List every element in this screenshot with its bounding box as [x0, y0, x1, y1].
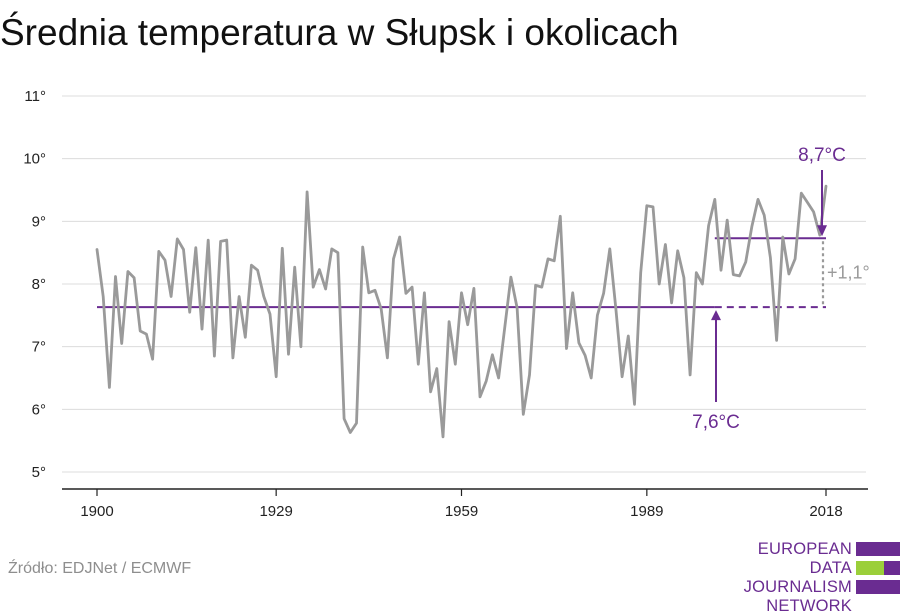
chart: 5° 6° 7° 8° 9° 10° 11° 1900 1929 1959 1989 2018 8,…: [23, 88, 870, 520]
logo-text: EUROPEAN DATA JOURNALISM NETWORK: [700, 540, 852, 616]
y-tick-label: 6°: [32, 401, 46, 418]
annotation-baseline-average: 7,6°C: [692, 412, 740, 433]
annotation-recent-average: 8,7°C: [798, 145, 846, 166]
series-layer: [95, 184, 828, 439]
arrow-recent-head: [817, 225, 827, 237]
x-tick-label: 2018: [809, 503, 842, 520]
y-axis-labels: 5° 6° 7° 8° 9° 10° 11°: [23, 88, 46, 481]
x-tick-label: 1959: [445, 503, 478, 520]
annotations: 8,7°C 7,6°C +1,1°: [692, 145, 870, 433]
x-tick-label: 1900: [80, 503, 113, 520]
x-axis: 1900 1929 1959 1989 2018: [62, 488, 868, 520]
temperature-series-line: [95, 184, 828, 439]
y-tick-label: 9°: [32, 213, 46, 230]
logo-bar-middle: [884, 561, 900, 575]
grid-lines: [62, 95, 866, 473]
logo-bar-bottom: [856, 580, 900, 594]
source-note: Źródło: EDJNet / ECMWF: [8, 560, 192, 577]
y-tick-label: 8°: [32, 276, 46, 293]
y-tick-label: 5°: [32, 464, 46, 481]
x-tick-label: 1989: [630, 503, 663, 520]
annotation-difference: +1,1°: [827, 263, 870, 283]
logo-line-2: DATA JOURNALISM: [743, 559, 852, 596]
y-tick-label: 10°: [23, 151, 46, 168]
logo-line-1: EUROPEAN: [757, 540, 852, 558]
y-tick-label: 11°: [24, 88, 46, 105]
chart-title: Średnia temperatura w Słupsk i okolicach: [0, 12, 679, 53]
edjnet-logo: EUROPEAN DATA JOURNALISM NETWORK: [700, 540, 900, 615]
logo-bar-top: [856, 542, 900, 556]
y-tick-label: 7°: [32, 339, 46, 356]
logo-bar-green: [856, 561, 884, 575]
x-tick-label: 1929: [259, 503, 292, 520]
arrow-baseline-head: [711, 310, 721, 321]
